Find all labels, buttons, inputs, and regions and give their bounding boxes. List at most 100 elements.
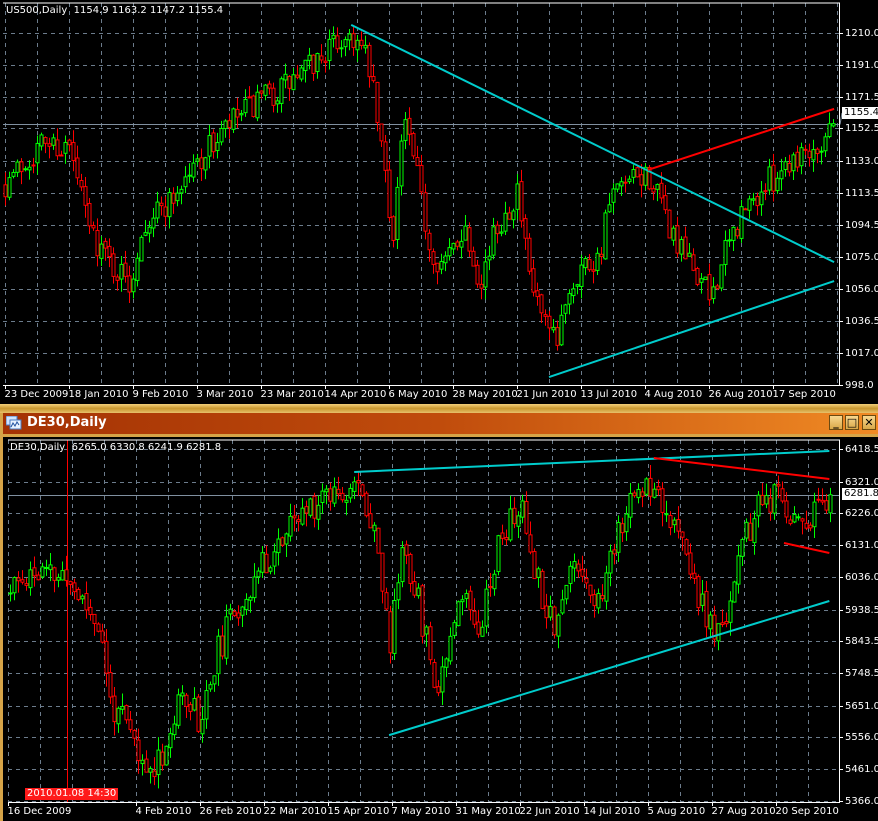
time-axis-label: 9 Feb 2010	[132, 389, 189, 400]
time-axis-label: 13 Jul 2010	[580, 389, 638, 400]
candle-body	[527, 237, 532, 272]
candle-body	[272, 551, 277, 567]
candle-body	[264, 553, 269, 574]
candle-body	[255, 91, 260, 119]
time-axis-label: 22 Mar 2010	[263, 806, 327, 817]
candle-body	[79, 179, 84, 188]
candle-body	[239, 113, 244, 116]
candle-body	[511, 210, 516, 221]
candle-body	[380, 552, 385, 592]
candle-body	[408, 553, 413, 584]
price-axis-label: 998.0	[845, 379, 874, 391]
candle-body	[356, 480, 361, 484]
candle-body	[699, 278, 704, 283]
candle-body	[520, 500, 525, 518]
candle-body	[388, 611, 393, 654]
candle-body	[776, 483, 781, 487]
candle-body	[148, 768, 153, 773]
candle-body	[363, 44, 368, 49]
candle-body	[155, 201, 160, 219]
candle-body	[372, 524, 377, 532]
de30-title-bar[interactable]: DE30,Daily _ □ ✕	[3, 413, 878, 434]
candle-body	[300, 507, 305, 525]
candle-body	[295, 74, 300, 78]
candle-body	[531, 268, 536, 293]
candle-body	[340, 492, 345, 501]
cyan-trendline	[548, 280, 835, 378]
time-axis-label: 14 Apr 2010	[324, 389, 387, 400]
candle-body	[559, 314, 564, 346]
candle-body	[183, 176, 188, 188]
time-axis-label: 27 Aug 2010	[711, 806, 776, 817]
candle-body	[572, 561, 577, 569]
candle-body	[812, 501, 817, 528]
candle-body	[792, 513, 797, 523]
minimize-button[interactable]: _	[829, 415, 843, 430]
candle-body	[131, 278, 136, 293]
candle-body	[804, 522, 809, 529]
candle-body	[683, 236, 688, 260]
candle-body	[287, 76, 292, 89]
candle-body	[751, 198, 756, 201]
candle-body	[167, 192, 172, 218]
us500-info: US500,Daily 1154.9 1163.2 1147.2 1155.4	[6, 5, 223, 16]
candle-body	[551, 326, 556, 331]
de30-candlestick-chart[interactable]	[3, 437, 878, 821]
candle-body	[187, 174, 192, 177]
candle-body	[96, 623, 101, 632]
maximize-button[interactable]: □	[845, 415, 859, 430]
candle-body	[755, 196, 760, 207]
time-axis-label: 22 Jun 2010	[519, 806, 580, 817]
candle-body	[332, 486, 337, 504]
candle-body	[604, 572, 609, 602]
candle-body	[152, 770, 157, 778]
candle-body	[104, 640, 109, 674]
price-axis-label: 6226.0	[845, 507, 878, 519]
candle-body	[384, 592, 389, 610]
candle-body	[103, 240, 108, 249]
us500-candlestick-chart[interactable]	[0, 0, 878, 404]
candle-body	[343, 39, 348, 48]
candle-body	[823, 136, 828, 152]
candle-body	[547, 315, 552, 329]
candle-body	[831, 123, 836, 127]
candle-body	[219, 127, 224, 143]
candle-body	[124, 705, 129, 721]
candle-body	[87, 203, 92, 227]
us500-chart-window[interactable]: US500,Daily 1154.9 1163.2 1147.2 1155.4 …	[0, 0, 878, 404]
candle-body	[716, 623, 721, 642]
candle-body	[176, 694, 181, 726]
de30-chart-window[interactable]: DE30,Daily 6265.0 6330.8 6241.9 6281.8 6…	[3, 437, 878, 821]
candle-body	[192, 697, 197, 711]
axis-background	[840, 0, 878, 386]
candle-body	[412, 581, 417, 596]
candle-body	[492, 573, 497, 590]
candle-body	[212, 675, 217, 685]
candle-body	[692, 572, 697, 579]
candle-body	[303, 59, 308, 72]
candle-body	[304, 506, 309, 514]
price-axis-label: 5938.5	[845, 604, 878, 616]
candle-body	[35, 142, 40, 164]
candle-body	[403, 119, 408, 141]
candle-body	[568, 565, 573, 584]
close-button[interactable]: ✕	[862, 415, 876, 430]
candle-body	[679, 239, 684, 255]
candle-body	[655, 183, 660, 190]
candle-body	[720, 622, 725, 626]
de30-info: DE30,Daily 6265.0 6330.8 6241.9 6281.8	[10, 442, 221, 453]
candle-body	[711, 286, 716, 300]
candle-body	[44, 566, 49, 569]
candle-body	[51, 137, 56, 146]
candle-body	[663, 195, 668, 211]
candle-body	[471, 250, 476, 267]
candle-body	[571, 288, 576, 297]
candle-body	[396, 582, 401, 601]
candle-body	[268, 567, 273, 572]
candle-body	[504, 537, 509, 541]
candle-body	[715, 285, 720, 289]
candle-body	[487, 255, 492, 261]
candle-body	[315, 53, 320, 73]
candle-body	[488, 586, 493, 589]
candle-body	[476, 621, 481, 635]
